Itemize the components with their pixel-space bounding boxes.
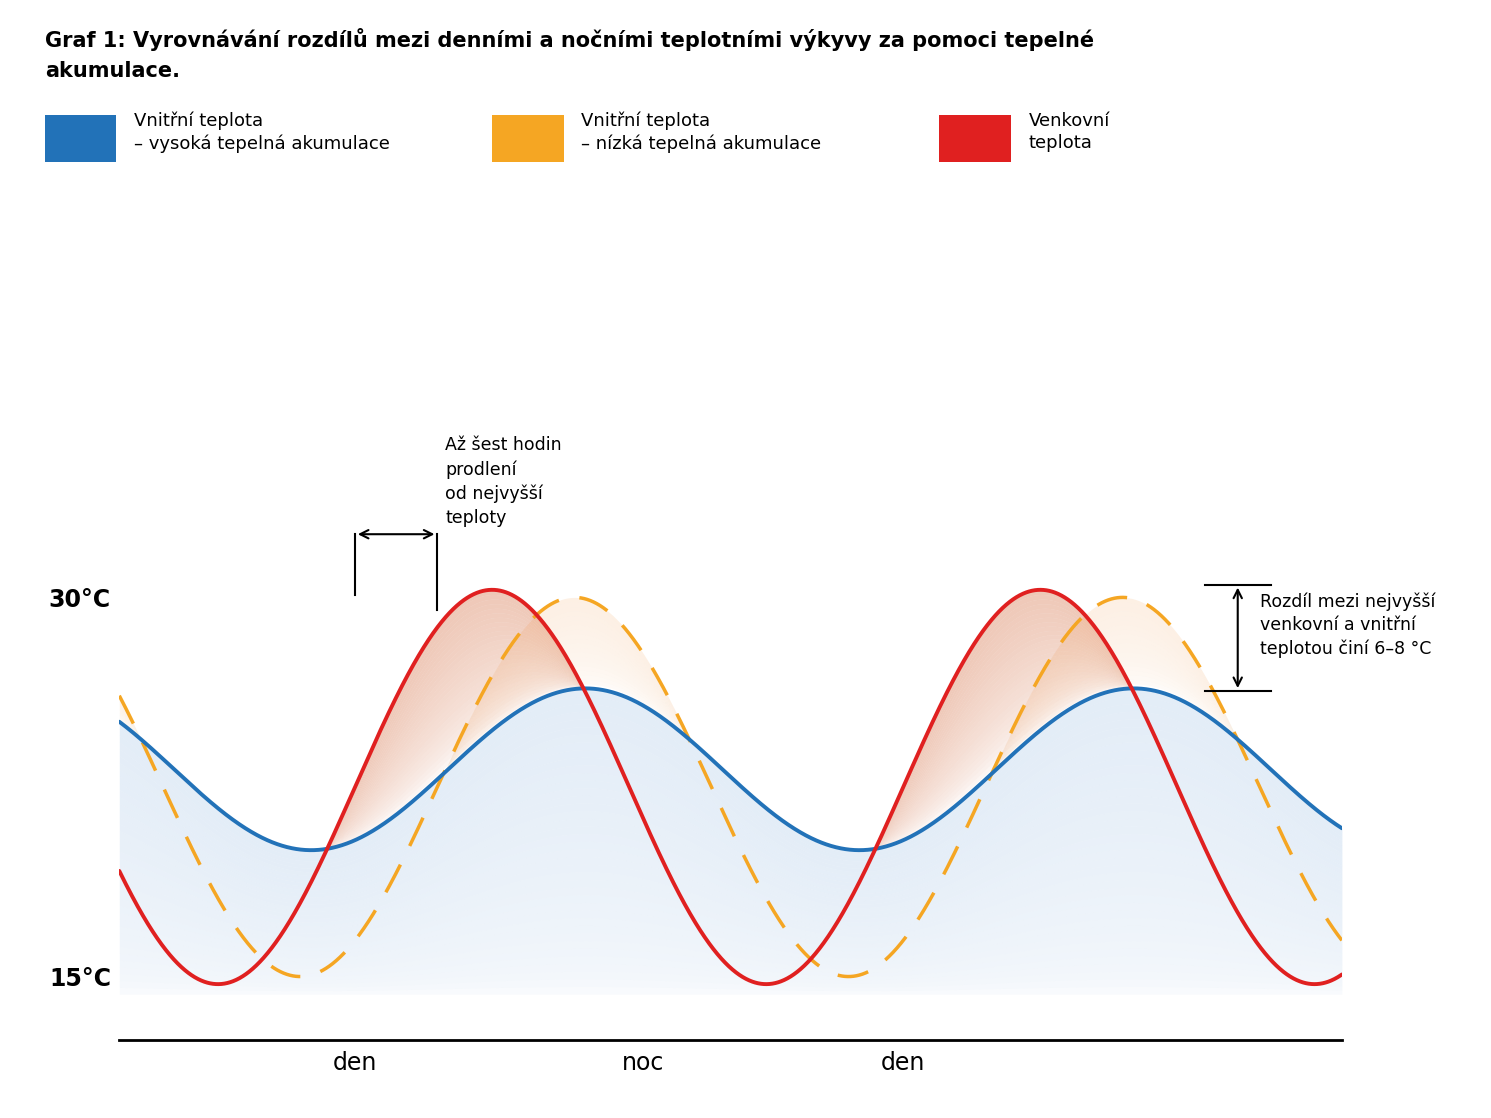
- Text: Vnitřní teplota
– nízká tepelná akumulace: Vnitřní teplota – nízká tepelná akumulac…: [581, 112, 822, 153]
- Text: Venkovní
teplota: Venkovní teplota: [1029, 112, 1111, 152]
- Text: akumulace.: akumulace.: [45, 61, 180, 82]
- Text: Rozdíl mezi nejvyšší
venkovní a vnitřní
teplotou činí 6–8 °C: Rozdíl mezi nejvyšší venkovní a vnitřní …: [1260, 593, 1434, 659]
- Text: Až šest hodin
prodlení
od nejvyšší
teploty: Až šest hodin prodlení od nejvyšší teplo…: [446, 436, 562, 527]
- Text: Vnitřní teplota
– vysoká tepelná akumulace: Vnitřní teplota – vysoká tepelná akumula…: [134, 112, 391, 153]
- Text: Graf 1: Vyrovnávání rozdílů mezi denními a nočními teplotními výkyvy za pomoci t: Graf 1: Vyrovnávání rozdílů mezi denními…: [45, 28, 1094, 51]
